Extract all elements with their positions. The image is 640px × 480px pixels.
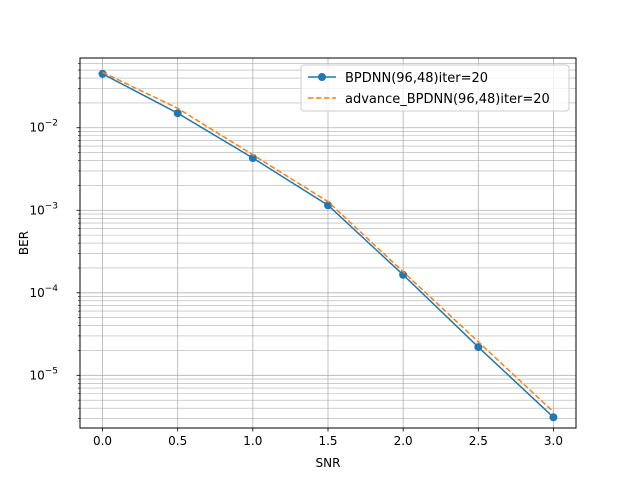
y-axis-label: BER: [17, 231, 31, 255]
axis-ticks: 0.0 0.5 1.0 1.5 2.0 2.5 3.0 10−5 10−4 10−3 10−2: [29, 63, 563, 448]
x-axis-label: SNR: [316, 456, 341, 470]
x-tick-label: 0.0: [93, 434, 112, 448]
x-tick-label: 1.0: [243, 434, 262, 448]
legend-label-advance-bpdnn: advance_BPDNN(96,48)iter=20: [345, 92, 550, 107]
legend-label-bpdnn: BPDNN(96,48)iter=20: [345, 71, 488, 86]
y-tick-label: 10−3: [29, 201, 58, 217]
y-tick-label: 10−4: [29, 284, 58, 300]
x-tick-label: 0.5: [168, 434, 187, 448]
series-layer: [98, 69, 558, 422]
legend-marker-bpdnn: [318, 73, 326, 81]
legend-box: [300, 64, 570, 112]
grid: [80, 58, 576, 428]
legend: BPDNN(96,48)iter=20 advance_BPDNN(96,48)…: [300, 64, 570, 112]
data-point: [248, 153, 257, 162]
series-line-1: [102, 71, 554, 413]
x-tick-label: 2.0: [394, 434, 413, 448]
data-point: [324, 201, 332, 210]
y-tick-label: 10−5: [29, 366, 58, 382]
x-tick-label: 3.0: [544, 434, 563, 448]
data-point: [549, 413, 558, 422]
x-tick-label: 2.5: [469, 434, 488, 448]
y-tick-label: 10−2: [29, 119, 58, 135]
x-tick-label: 1.5: [318, 434, 337, 448]
data-point: [474, 343, 483, 352]
data-point: [98, 69, 107, 78]
data-point: [173, 109, 182, 118]
